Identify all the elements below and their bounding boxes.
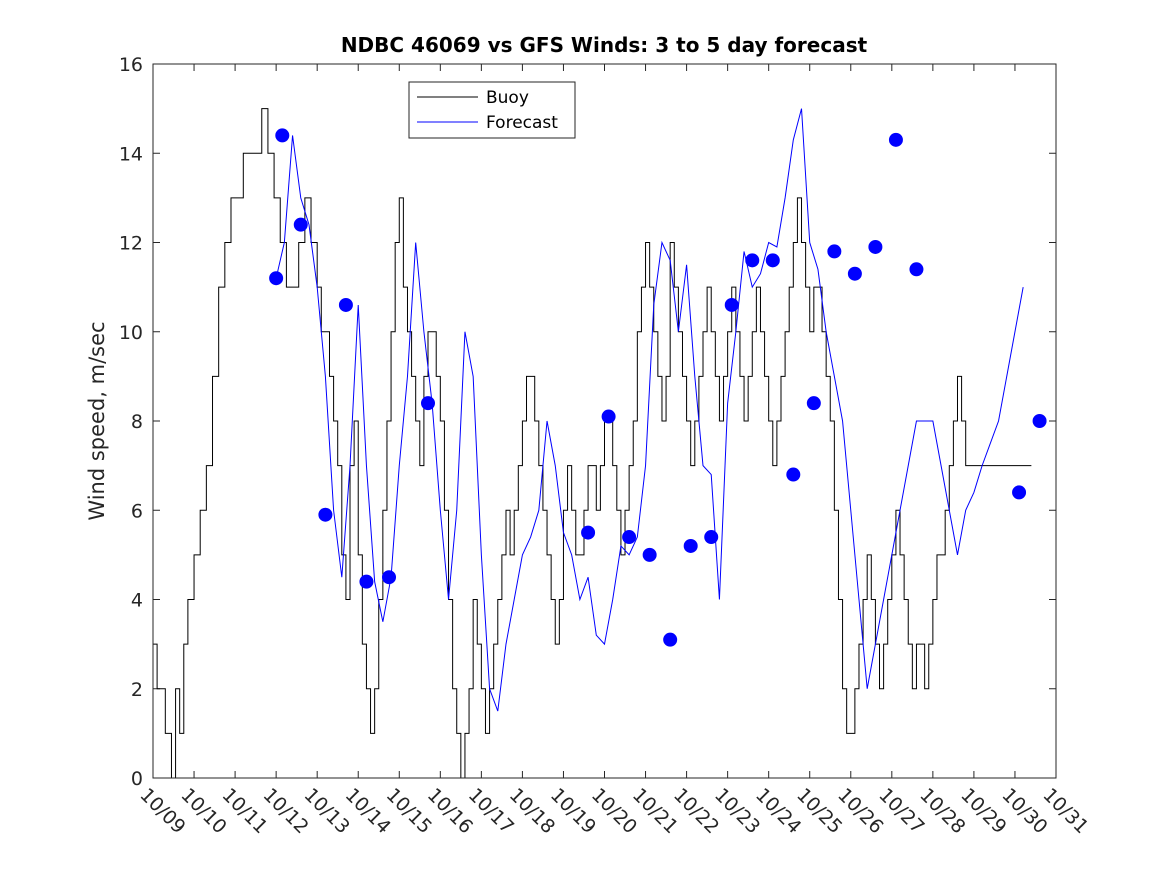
forecast-marker [338, 297, 353, 312]
x-tick-label: 10/11 [218, 784, 272, 838]
y-tick-label: 14 [119, 143, 143, 165]
legend-buoy-label: Buoy [486, 88, 529, 108]
forecast-marker [888, 132, 903, 147]
forecast-marker [622, 530, 637, 545]
chart-title: NDBC 46069 vs GFS Winds: 3 to 5 day fore… [341, 33, 868, 57]
forecast-marker [806, 396, 821, 411]
legend: Buoy Forecast [408, 81, 576, 139]
y-axis-label: Wind speed, m/sec [85, 321, 109, 520]
forecast-marker [909, 262, 924, 277]
x-tick-label: 10/21 [628, 784, 682, 838]
forecast-marker [642, 547, 657, 562]
forecast-marker [1012, 485, 1027, 500]
x-tick-label: 10/29 [956, 784, 1010, 838]
series-layer [153, 108, 1032, 779]
forecast-marker [318, 507, 333, 522]
forecast-marker [269, 271, 284, 286]
x-tick-label: 10/26 [833, 784, 887, 838]
x-tick-label: 10/28 [915, 784, 969, 838]
y-tick-label: 10 [119, 322, 143, 344]
series-line-buoy [153, 108, 1032, 779]
forecast-marker [786, 467, 801, 482]
x-tick-label: 10/19 [546, 784, 600, 838]
y-tick-label: 8 [131, 411, 143, 433]
forecast-marker [704, 530, 719, 545]
forecast-marker [683, 538, 698, 553]
y-tick-label: 6 [131, 500, 143, 522]
x-tick-label: 10/22 [669, 784, 723, 838]
forecast-marker [868, 239, 883, 254]
forecast-marker [847, 266, 862, 281]
x-tick-label: 10/16 [423, 784, 477, 838]
y-tick-label: 4 [131, 590, 143, 612]
forecast-marker [827, 244, 842, 259]
x-tick-label: 10/30 [997, 784, 1051, 838]
x-tick-label: 10/13 [300, 784, 354, 838]
forecast-marker [745, 253, 760, 268]
forecast-marker [765, 253, 780, 268]
x-tick-label: 10/27 [874, 784, 928, 838]
forecast-marker [601, 409, 616, 424]
x-tick-label: 10/25 [792, 784, 846, 838]
forecast-marker [1032, 414, 1047, 428]
x-tick-label: 10/18 [505, 784, 559, 838]
x-tick-label: 10/23 [710, 784, 764, 838]
x-tick-label: 10/12 [259, 784, 313, 838]
forecast-marker [724, 297, 739, 312]
forecast-marker [421, 396, 436, 411]
plot-frame [152, 63, 1057, 779]
x-tick-label: 10/24 [751, 784, 805, 838]
x-tick-label: 10/09 [135, 784, 189, 838]
legend-box [408, 81, 576, 139]
y-tick-label: 0 [131, 768, 143, 790]
y-tick-label: 12 [119, 233, 143, 255]
legend-forecast-label: Forecast [486, 113, 558, 133]
forecast-marker [581, 525, 596, 540]
y-tick-label: 16 [119, 54, 143, 76]
x-tick-label: 10/17 [464, 784, 518, 838]
x-tick-label: 10/20 [587, 784, 641, 838]
forecast-marker [382, 570, 397, 585]
forecast-marker [293, 217, 308, 232]
x-tick-label: 10/10 [177, 784, 231, 838]
y-tick-label: 2 [131, 679, 143, 701]
series-line-forecast [275, 108, 1024, 712]
x-tick-label: 10/14 [341, 784, 395, 838]
marker-layer [269, 128, 1047, 647]
forecast-marker [359, 574, 374, 589]
x-tick-label: 10/31 [1038, 784, 1092, 838]
forecast-marker [275, 128, 290, 143]
forecast-marker [663, 632, 678, 647]
x-tick-label: 10/15 [382, 784, 436, 838]
y-axis: 0 2 4 6 8 10 12 14 16 [119, 54, 1056, 790]
